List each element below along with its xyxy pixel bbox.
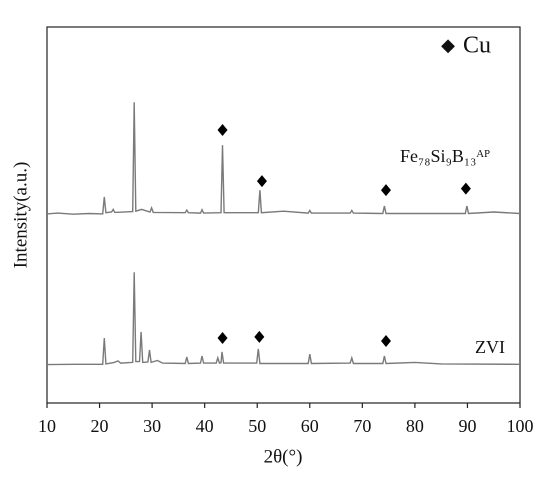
spectrum-line [46,272,521,366]
cu-peak-marker [380,334,391,347]
x-tick-label: 40 [196,416,214,436]
x-tick-label: 20 [91,416,109,436]
cu-peak-marker [460,182,471,195]
x-tick-label: 50 [248,416,266,436]
cu-peak-marker [380,184,391,197]
cu-peak-marker [254,330,265,343]
cu-peak-marker [256,175,267,188]
series-label: ZVI [475,337,505,357]
x-tick-label: 80 [406,416,424,436]
cu-peak-marker [217,124,228,137]
legend-label: Cu [463,33,491,59]
cu-peak-marker [217,331,228,344]
x-tick-label: 100 [507,416,534,436]
plot-frame [46,26,521,404]
x-tick-label: 90 [458,416,476,436]
legend-marker: ◆ [441,35,455,55]
y-axis-label: Intensity(a.u.) [10,162,31,269]
x-tick-label: 30 [143,416,161,436]
x-axis-label: 2θ(°) [264,446,303,467]
series-label: Fe₇₈Si₉B₁₃ᴬᴾ [400,146,490,166]
x-tick-label: 60 [301,416,319,436]
spectrum-line [46,102,521,215]
x-tick-label: 70 [353,416,371,436]
x-tick-label: 10 [38,416,56,436]
